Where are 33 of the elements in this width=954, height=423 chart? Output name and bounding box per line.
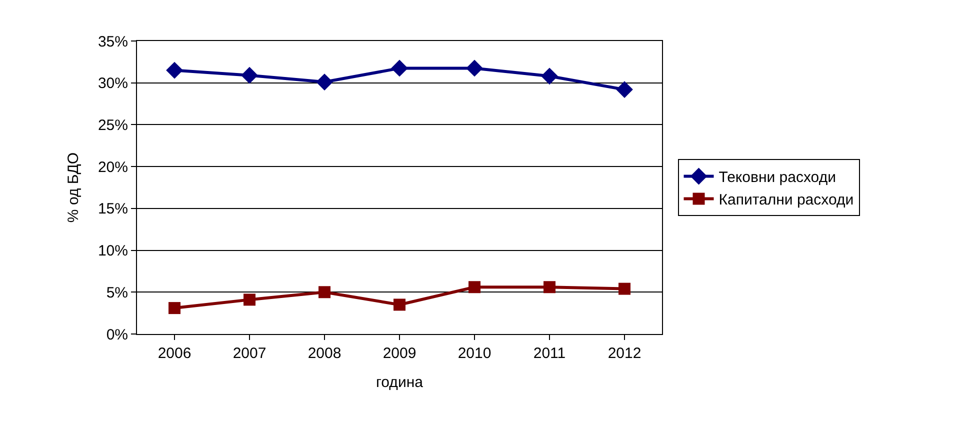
y-tick-label: 0% bbox=[106, 326, 128, 344]
point bbox=[468, 281, 480, 294]
point bbox=[616, 81, 633, 98]
y-tick-label: 35% bbox=[98, 33, 128, 50]
y-tick-label: 15% bbox=[98, 200, 128, 218]
y-tick-label: 25% bbox=[98, 116, 128, 134]
point bbox=[391, 60, 408, 77]
y-axis-title: % од БДО bbox=[65, 152, 82, 223]
point bbox=[166, 62, 183, 79]
y-tick-label: 5% bbox=[106, 284, 128, 302]
y-tick-label: 10% bbox=[98, 242, 128, 260]
point bbox=[244, 294, 256, 306]
x-tick-label: 2009 bbox=[382, 345, 416, 362]
point bbox=[466, 60, 483, 77]
point bbox=[318, 286, 330, 298]
x-tick-label: 2006 bbox=[158, 345, 192, 362]
y-tick-label: 20% bbox=[98, 158, 128, 176]
x-axis-title: година bbox=[376, 374, 424, 391]
x-tick-label: 2011 bbox=[533, 345, 566, 362]
y-tick-label: 30% bbox=[98, 75, 128, 92]
point bbox=[618, 282, 630, 295]
point bbox=[544, 281, 556, 294]
point bbox=[394, 298, 406, 311]
x-tick-label: 2008 bbox=[308, 345, 342, 362]
x-tick-label: 2012 bbox=[608, 345, 642, 362]
legend-label: Тековни расходи bbox=[718, 169, 836, 186]
legend-label: Капитални расходи bbox=[718, 192, 854, 209]
point bbox=[316, 74, 333, 90]
x-tick-label: 2007 bbox=[232, 345, 266, 362]
x-tick-label: 2010 bbox=[458, 345, 492, 362]
point bbox=[541, 68, 558, 85]
point bbox=[168, 302, 180, 314]
point bbox=[241, 66, 258, 84]
